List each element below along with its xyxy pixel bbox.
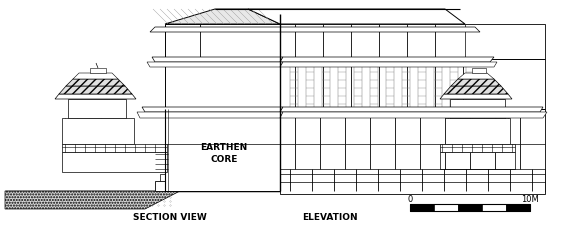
Bar — [62, 119, 134, 144]
Polygon shape — [59, 87, 132, 94]
Polygon shape — [5, 191, 180, 209]
Polygon shape — [444, 87, 508, 94]
Bar — [62, 144, 167, 152]
Bar — [434, 204, 458, 211]
Polygon shape — [66, 80, 125, 87]
Bar — [410, 204, 530, 211]
Bar — [160, 174, 545, 181]
Bar — [155, 181, 545, 191]
Polygon shape — [73, 74, 118, 80]
Bar — [68, 100, 126, 119]
Polygon shape — [137, 112, 283, 119]
Bar — [450, 100, 505, 119]
Polygon shape — [147, 63, 283, 68]
Polygon shape — [451, 80, 501, 87]
Polygon shape — [280, 112, 547, 119]
Text: 0: 0 — [408, 195, 413, 204]
Polygon shape — [142, 108, 283, 112]
Text: CORE: CORE — [211, 155, 238, 164]
Bar — [482, 204, 506, 211]
Bar — [165, 169, 545, 174]
Bar — [90, 69, 106, 74]
Bar — [280, 25, 545, 194]
Polygon shape — [280, 63, 497, 68]
Polygon shape — [150, 28, 480, 33]
Text: SECTION VIEW: SECTION VIEW — [133, 213, 207, 222]
Text: ELEVATION: ELEVATION — [302, 213, 358, 222]
Bar — [472, 69, 486, 74]
Polygon shape — [458, 74, 494, 80]
Polygon shape — [165, 10, 280, 25]
Bar — [410, 204, 434, 211]
Bar — [200, 25, 280, 60]
Text: 10M: 10M — [521, 195, 539, 204]
Bar — [445, 119, 510, 144]
Polygon shape — [280, 58, 494, 63]
Polygon shape — [440, 94, 512, 100]
Polygon shape — [168, 100, 280, 191]
Bar — [165, 25, 280, 191]
Polygon shape — [248, 10, 465, 25]
Bar — [62, 152, 167, 172]
Polygon shape — [55, 94, 136, 100]
Text: EARTHEN: EARTHEN — [200, 143, 248, 152]
Bar — [280, 25, 465, 60]
Bar — [440, 152, 515, 169]
Polygon shape — [152, 58, 283, 63]
Bar — [506, 204, 530, 211]
Bar — [440, 144, 515, 152]
Polygon shape — [280, 108, 543, 112]
Bar — [458, 204, 482, 211]
